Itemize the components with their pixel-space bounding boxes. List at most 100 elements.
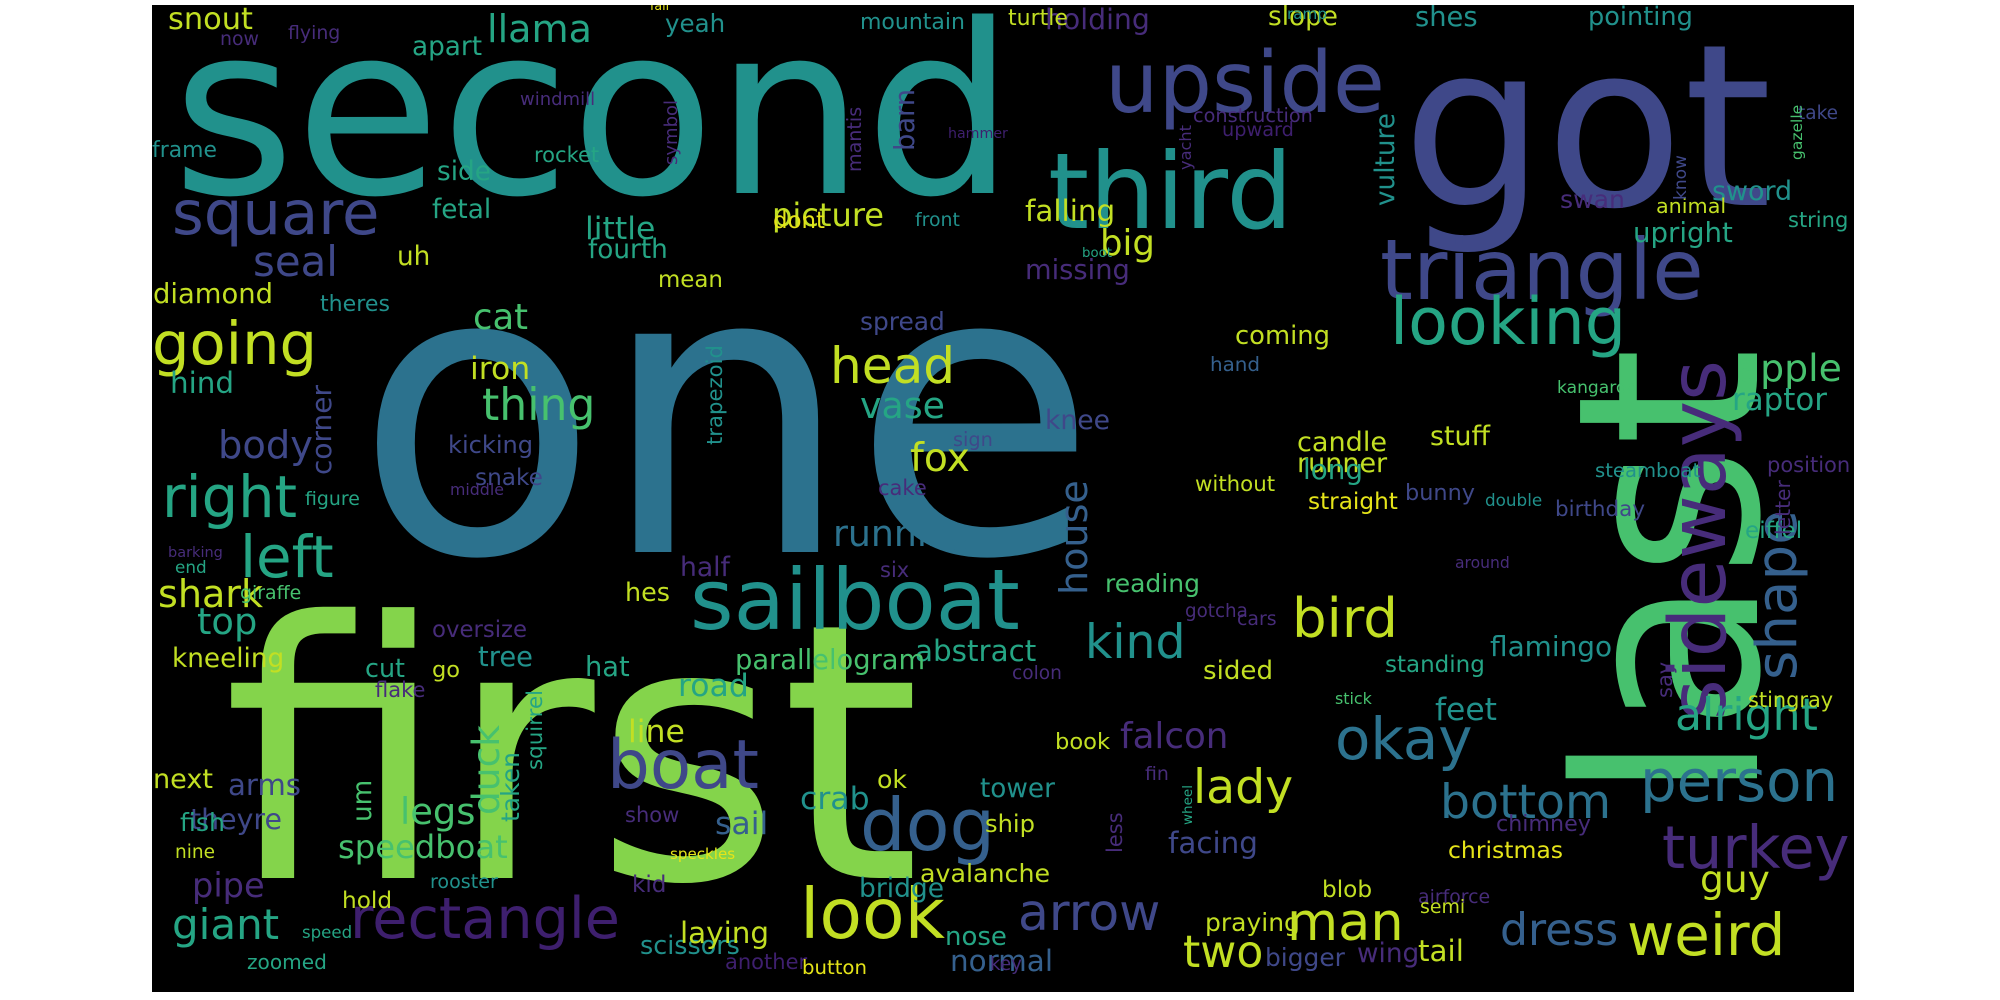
- cloud-word: go: [432, 657, 461, 684]
- cloud-word: holding: [1045, 5, 1150, 36]
- cloud-word: upward: [1222, 118, 1294, 142]
- cloud-word: airforce: [1418, 885, 1491, 908]
- cloud-word: boot: [1082, 246, 1112, 262]
- cloud-word: take: [1798, 102, 1839, 124]
- cloud-word: fetal: [432, 195, 492, 226]
- cloud-word: normal: [950, 944, 1053, 979]
- cloud-word: got: [1402, 5, 1773, 259]
- cloud-word: figure: [305, 487, 360, 510]
- cloud-word: running: [833, 512, 974, 556]
- cloud-word: nose: [945, 921, 1007, 952]
- cloud-word: without: [1195, 472, 1276, 498]
- cloud-word: straight: [1308, 487, 1398, 515]
- cloud-word: end: [175, 556, 207, 577]
- cloud-word: know: [1671, 155, 1691, 200]
- cloud-word: stingray: [1748, 688, 1834, 713]
- cloud-word: bunny: [1405, 479, 1476, 506]
- cloud-word: giant: [172, 900, 280, 949]
- cloud-word: hammer: [948, 125, 1008, 142]
- cloud-word: line: [628, 714, 685, 751]
- cloud-word: upside: [1105, 33, 1385, 132]
- cloud-word: kangaroo: [1557, 378, 1637, 399]
- cloud-word: middle: [450, 479, 504, 499]
- cloud-word: less: [1103, 812, 1127, 853]
- cloud-word: six: [880, 557, 910, 582]
- cloud-word: turtle: [1008, 5, 1068, 31]
- cloud-word: picture: [772, 196, 885, 235]
- cloud-word: gotcha: [1185, 600, 1248, 622]
- cloud-word: now: [220, 27, 259, 50]
- cloud-word: giraffe: [240, 581, 302, 604]
- cloud-word: vase: [860, 383, 945, 427]
- cloud-word: sword: [1712, 175, 1793, 207]
- cloud-word: show: [625, 802, 680, 827]
- cloud-word: eiffel: [1745, 518, 1803, 545]
- cloud-word: key: [990, 953, 1023, 975]
- cloud-word: shes: [1415, 5, 1478, 34]
- cloud-word: laying: [680, 916, 770, 951]
- cloud-word: little: [585, 211, 656, 248]
- cloud-word: pointing: [1588, 5, 1693, 33]
- cloud-word: sailboat: [690, 551, 1020, 650]
- cloud-word: around: [1455, 554, 1510, 573]
- cloud-word: house: [1052, 480, 1096, 595]
- cloud-word: kicking: [448, 430, 534, 459]
- cloud-word: long: [1303, 453, 1363, 487]
- cloud-word: left: [240, 522, 334, 591]
- word-cloud-canvas: one first second got last third upside triangle…: [152, 5, 1854, 992]
- cloud-word: fourth: [588, 235, 668, 266]
- cloud-word: tower: [980, 774, 1055, 805]
- cloud-word: mantis: [843, 106, 866, 172]
- cloud-word: theyre: [190, 802, 282, 836]
- cloud-word: hat: [585, 652, 630, 684]
- cloud-word: bridge: [859, 872, 945, 904]
- cloud-word: book: [1055, 729, 1111, 756]
- cloud-word: button: [802, 956, 867, 980]
- cloud-word: road: [678, 668, 749, 705]
- cloud-word: dont: [773, 207, 826, 234]
- cloud-word: cat: [473, 297, 529, 339]
- cloud-word: alright: [1675, 689, 1818, 741]
- cloud-word: boat: [607, 725, 759, 805]
- cloud-word: barking: [168, 545, 223, 562]
- cloud-word: kid: [632, 872, 667, 899]
- cloud-word: corner: [305, 384, 338, 475]
- cloud-word: rectangle: [350, 886, 620, 953]
- cloud-word: fish: [180, 807, 225, 837]
- cloud-word: string: [1788, 207, 1849, 232]
- cloud-word: chimney: [1496, 810, 1591, 837]
- cloud-word: uh: [397, 242, 431, 273]
- cloud-word: bird: [1292, 585, 1398, 650]
- cloud-word: shark: [158, 571, 264, 616]
- cloud-word: hes: [625, 576, 670, 607]
- cloud-word: birthday: [1555, 496, 1646, 522]
- cloud-word: say: [1653, 661, 1677, 699]
- cloud-word: stick: [1335, 689, 1372, 709]
- cloud-word: arrow: [1018, 882, 1161, 942]
- cloud-word: bigger: [1265, 942, 1345, 972]
- cloud-word: symbol: [661, 99, 682, 165]
- cloud-word: triangle: [1380, 221, 1704, 319]
- cloud-word: missing: [1025, 255, 1130, 287]
- cloud-word: zoomed: [247, 949, 327, 974]
- cloud-word: hind: [170, 366, 235, 401]
- cloud-word: scissors: [640, 930, 740, 961]
- cloud-word: slope: [1268, 5, 1338, 33]
- cloud-word: position: [1767, 452, 1851, 477]
- cloud-word: ok: [877, 764, 907, 794]
- cloud-word: flake: [375, 677, 426, 702]
- cloud-word: wing: [1357, 939, 1420, 970]
- cloud-word: square: [172, 177, 380, 249]
- cloud-word: llama: [487, 6, 592, 51]
- cloud-word: hold: [342, 887, 393, 915]
- cloud-word: look: [800, 874, 945, 956]
- cloud-word: hand: [1210, 353, 1261, 377]
- cloud-word: cars: [1237, 607, 1277, 630]
- cloud-word: upright: [1633, 216, 1733, 250]
- cloud-word: avalanche: [920, 859, 1051, 889]
- cloud-word: mean: [658, 266, 723, 293]
- cloud-word: fox: [910, 436, 970, 482]
- cloud-word: semi: [1420, 895, 1466, 918]
- cloud-word: arms: [228, 768, 302, 803]
- cloud-word: steamboat: [1595, 458, 1701, 482]
